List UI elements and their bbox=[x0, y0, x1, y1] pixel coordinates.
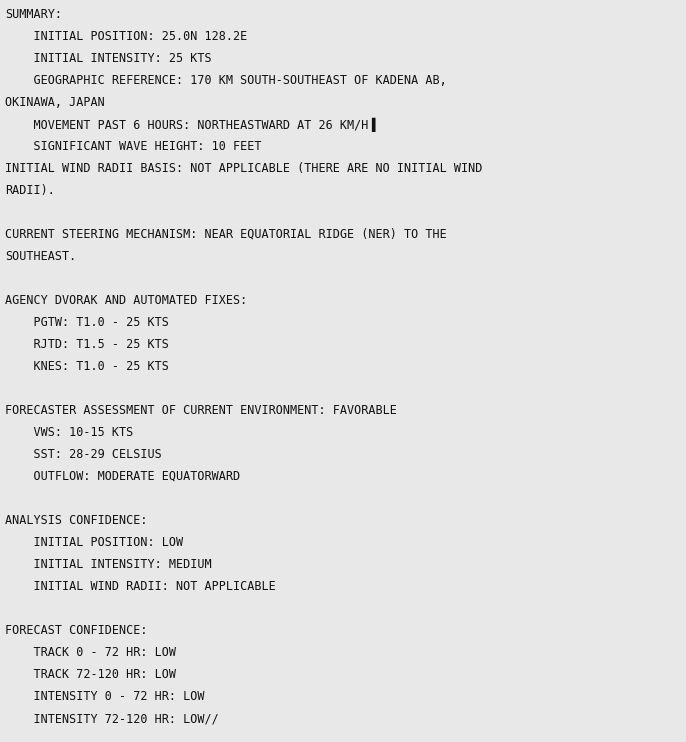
Text: INITIAL WIND RADII: NOT APPLICABLE: INITIAL WIND RADII: NOT APPLICABLE bbox=[5, 580, 276, 593]
Text: PGTW: T1.0 - 25 KTS: PGTW: T1.0 - 25 KTS bbox=[5, 316, 169, 329]
Text: SIGNIFICANT WAVE HEIGHT: 10 FEET: SIGNIFICANT WAVE HEIGHT: 10 FEET bbox=[5, 140, 261, 153]
Text: INITIAL POSITION: LOW: INITIAL POSITION: LOW bbox=[5, 536, 183, 549]
Text: INITIAL INTENSITY: 25 KTS: INITIAL INTENSITY: 25 KTS bbox=[5, 52, 211, 65]
Text: CURRENT STEERING MECHANISM: NEAR EQUATORIAL RIDGE (NER) TO THE: CURRENT STEERING MECHANISM: NEAR EQUATOR… bbox=[5, 228, 447, 241]
Text: SST: 28-29 CELSIUS: SST: 28-29 CELSIUS bbox=[5, 448, 162, 461]
Text: SOUTHEAST.: SOUTHEAST. bbox=[5, 250, 76, 263]
Text: TRACK 0 - 72 HR: LOW: TRACK 0 - 72 HR: LOW bbox=[5, 646, 176, 659]
Text: INITIAL WIND RADII BASIS: NOT APPLICABLE (THERE ARE NO INITIAL WIND: INITIAL WIND RADII BASIS: NOT APPLICABLE… bbox=[5, 162, 482, 175]
Text: RJTD: T1.5 - 25 KTS: RJTD: T1.5 - 25 KTS bbox=[5, 338, 169, 351]
Text: GEOGRAPHIC REFERENCE: 170 KM SOUTH-SOUTHEAST OF KADENA AB,: GEOGRAPHIC REFERENCE: 170 KM SOUTH-SOUTH… bbox=[5, 74, 447, 87]
Text: OKINAWA, JAPAN: OKINAWA, JAPAN bbox=[5, 96, 105, 109]
Text: ANALYSIS CONFIDENCE:: ANALYSIS CONFIDENCE: bbox=[5, 514, 147, 527]
Text: INITIAL INTENSITY: MEDIUM: INITIAL INTENSITY: MEDIUM bbox=[5, 558, 211, 571]
Text: OUTFLOW: MODERATE EQUATORWARD: OUTFLOW: MODERATE EQUATORWARD bbox=[5, 470, 240, 483]
Text: MOVEMENT PAST 6 HOURS: NORTHEASTWARD AT 26 KM/H▐: MOVEMENT PAST 6 HOURS: NORTHEASTWARD AT … bbox=[5, 118, 375, 132]
Text: TRACK 72-120 HR: LOW: TRACK 72-120 HR: LOW bbox=[5, 668, 176, 681]
Text: AGENCY DVORAK AND AUTOMATED FIXES:: AGENCY DVORAK AND AUTOMATED FIXES: bbox=[5, 294, 247, 307]
Text: FORECASTER ASSESSMENT OF CURRENT ENVIRONMENT: FAVORABLE: FORECASTER ASSESSMENT OF CURRENT ENVIRON… bbox=[5, 404, 397, 417]
Text: FORECAST CONFIDENCE:: FORECAST CONFIDENCE: bbox=[5, 624, 147, 637]
Text: SUMMARY:: SUMMARY: bbox=[5, 8, 62, 21]
Text: KNES: T1.0 - 25 KTS: KNES: T1.0 - 25 KTS bbox=[5, 360, 169, 373]
Text: VWS: 10-15 KTS: VWS: 10-15 KTS bbox=[5, 426, 133, 439]
Text: INITIAL POSITION: 25.0N 128.2E: INITIAL POSITION: 25.0N 128.2E bbox=[5, 30, 247, 43]
Text: RADII).: RADII). bbox=[5, 184, 55, 197]
Text: INTENSITY 0 - 72 HR: LOW: INTENSITY 0 - 72 HR: LOW bbox=[5, 690, 204, 703]
Text: INTENSITY 72-120 HR: LOW//: INTENSITY 72-120 HR: LOW// bbox=[5, 712, 219, 725]
